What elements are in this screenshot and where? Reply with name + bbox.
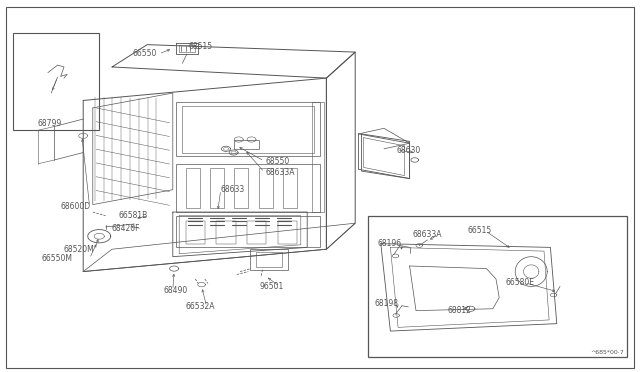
Bar	[250, 249, 288, 270]
Bar	[234, 168, 248, 208]
Text: 68799: 68799	[37, 119, 61, 128]
Text: 68490: 68490	[163, 286, 188, 295]
Text: 68633: 68633	[221, 185, 245, 194]
Bar	[13, 33, 99, 130]
Text: 68520M: 68520M	[64, 245, 95, 254]
Text: 68196: 68196	[378, 239, 402, 248]
Text: 66580E: 66580E	[506, 278, 534, 287]
Text: 68633A: 68633A	[413, 230, 442, 239]
Bar	[186, 168, 200, 208]
Text: 66550M: 66550M	[42, 254, 72, 263]
Bar	[176, 216, 320, 247]
Bar	[176, 102, 320, 156]
Bar	[216, 221, 236, 244]
Text: 66532A: 66532A	[186, 302, 215, 311]
Bar	[210, 168, 224, 208]
Text: 68630: 68630	[397, 146, 421, 155]
Text: 96501: 96501	[259, 282, 284, 291]
Text: 68600D: 68600D	[61, 202, 91, 211]
Bar	[283, 168, 297, 208]
Text: ^685*00·7: ^685*00·7	[590, 350, 624, 355]
Text: 66581B: 66581B	[118, 211, 148, 220]
Text: 66515: 66515	[467, 226, 492, 235]
Text: 68812: 68812	[448, 306, 472, 315]
Text: 68515: 68515	[189, 42, 213, 51]
Text: 68198: 68198	[374, 299, 398, 308]
Text: 68633A: 68633A	[266, 169, 295, 177]
Bar	[182, 106, 314, 153]
Bar	[234, 140, 259, 149]
Text: 68550: 68550	[266, 157, 290, 166]
Bar	[247, 221, 266, 244]
Bar	[186, 221, 205, 244]
Bar	[312, 102, 324, 212]
Bar	[256, 252, 282, 267]
Text: 66550: 66550	[132, 49, 157, 58]
Text: 68420F: 68420F	[112, 224, 141, 233]
Bar	[259, 168, 273, 208]
Bar	[368, 216, 627, 357]
Bar	[176, 164, 320, 212]
Bar	[278, 221, 297, 244]
